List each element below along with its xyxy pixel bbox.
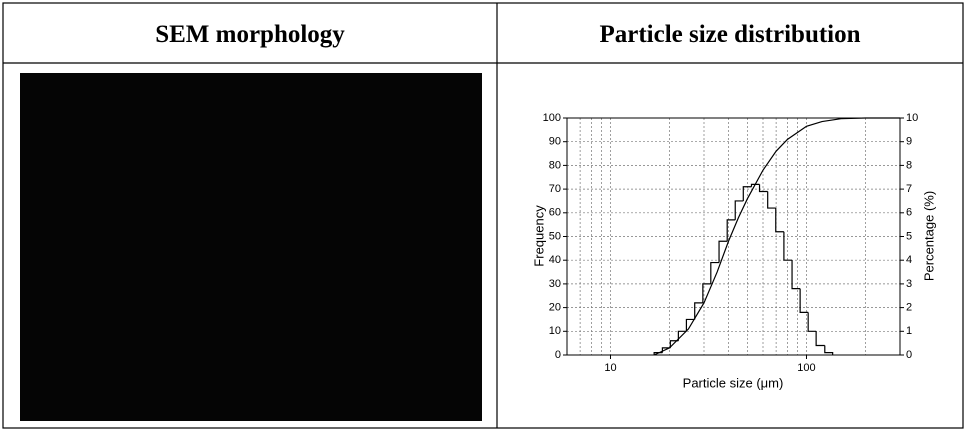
histogram-step: [815, 331, 825, 347]
x-tick-label: 10: [604, 362, 616, 374]
histogram-step: [710, 261, 720, 284]
column-header: Particle size distribution: [599, 21, 860, 48]
y-axis-label: Frequency: [531, 205, 546, 267]
histogram-step: [775, 208, 784, 233]
histogram-step: [702, 283, 711, 303]
y-tick-label: 10: [549, 325, 561, 337]
histogram-step: [783, 231, 793, 261]
histogram-step: [677, 330, 687, 341]
y-tick-label: 100: [543, 112, 561, 124]
y2-tick-label: 0: [906, 349, 912, 361]
histogram-step: [734, 200, 744, 220]
y-tick-label: 20: [549, 302, 561, 314]
histogram-step: [807, 312, 817, 332]
sem-image: [20, 73, 482, 421]
y-tick-label: 0: [555, 349, 561, 361]
histogram-step: [718, 240, 728, 263]
y2-tick-label: 1: [906, 325, 912, 337]
y2-tick-label: 6: [906, 207, 912, 219]
y2-tick-label: 7: [906, 183, 912, 195]
cumulative-line: [653, 117, 900, 356]
histogram-step: [758, 184, 768, 193]
column-header: SEM morphology: [155, 21, 345, 48]
y-tick-label: 60: [549, 207, 561, 219]
y2-tick-label: 9: [906, 136, 912, 148]
histogram-step: [694, 302, 703, 320]
y-tick-label: 50: [549, 230, 561, 242]
y2-tick-label: 2: [906, 302, 912, 314]
histogram-step: [742, 186, 752, 201]
y-tick-label: 80: [549, 159, 561, 171]
histogram-step: [685, 318, 695, 332]
histogram-step: [726, 219, 736, 242]
plot: 10 100 0 10 20 30 40 50 60 70 80 90 100 0 1 2 3 4 5 6 7 8 9 10: [543, 112, 919, 374]
y2-tick-label: 10: [906, 112, 918, 124]
y2-tick-label: 8: [906, 159, 912, 171]
y2-tick-label: 3: [906, 278, 912, 290]
y-tick-label: 30: [549, 278, 561, 290]
y2-tick-label: 5: [906, 230, 912, 242]
y-tick-label: 70: [549, 183, 561, 195]
histogram-step: [767, 191, 776, 209]
y-tick-label: 40: [549, 254, 561, 266]
histogram-step: [799, 288, 809, 313]
y2-axis-label: Percentage (%): [921, 191, 936, 281]
histogram-step: [669, 340, 679, 348]
x-tick-label: 100: [797, 362, 815, 374]
histogram-step: [750, 183, 760, 187]
y2-tick-label: 4: [906, 254, 912, 266]
x-axis-label: Particle size (μm): [683, 375, 784, 390]
plot-frame: [566, 117, 901, 356]
y-tick-label: 90: [549, 136, 561, 148]
histogram-step: [824, 345, 834, 355]
histogram-step: [791, 260, 801, 290]
